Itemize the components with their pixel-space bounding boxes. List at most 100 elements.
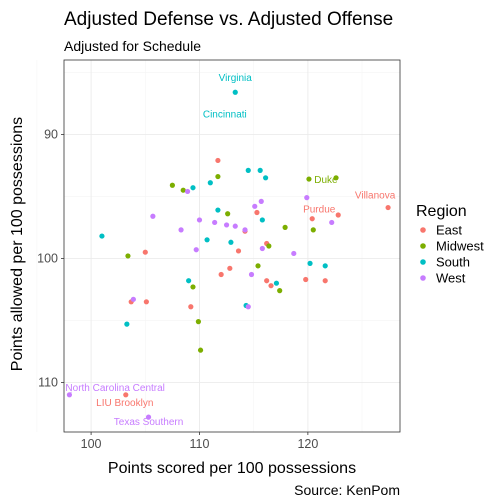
annotation-label: Duke	[314, 175, 338, 186]
legend-key-east	[420, 227, 426, 233]
data-point-west	[150, 213, 156, 219]
data-point-south	[186, 278, 192, 284]
data-point-west	[252, 203, 258, 209]
data-point-midwest	[197, 347, 204, 353]
data-point-east	[309, 216, 315, 222]
axis-ticks: 100 110 120 90 100 110	[37, 127, 318, 451]
data-point-east	[235, 248, 242, 254]
chart-title: Adjusted Defense vs. Adjusted Offense	[64, 9, 393, 30]
data-point-midwest	[180, 187, 186, 193]
data-point-south	[259, 217, 265, 223]
annotation-label: Virginia	[219, 73, 253, 84]
data-point-midwest	[333, 175, 339, 181]
legend-key-south	[420, 259, 426, 265]
data-point-west	[193, 247, 199, 253]
chart-caption: Source: KenPom	[294, 482, 400, 498]
data-point-south	[232, 89, 238, 95]
x-axis-title: Points scored per 100 possessions	[108, 460, 356, 477]
legend-label-south: South	[436, 255, 470, 270]
x-tick-label: 120	[297, 437, 318, 451]
data-point-west	[196, 217, 203, 223]
data-point-south	[207, 180, 213, 186]
annotation-label: LIU Brooklyn	[96, 398, 153, 409]
data-point-west	[232, 223, 238, 229]
data-point-east	[218, 271, 224, 278]
data-point-south	[124, 321, 130, 327]
data-point-west	[245, 304, 251, 310]
data-point-south	[190, 185, 196, 191]
legend-title: Region	[416, 203, 467, 220]
data-point-east	[143, 299, 149, 305]
annotation-label: Cincinnati	[203, 110, 247, 121]
data-point-south	[307, 260, 313, 266]
panel-border	[63, 59, 401, 433]
data-point-west	[178, 227, 184, 233]
legend-key-west	[420, 275, 426, 281]
annotation-leader	[69, 391, 72, 396]
y-tick-label: 90	[44, 127, 58, 141]
annotation-label: Texas Southern	[114, 417, 184, 428]
data-point-west	[242, 227, 248, 233]
panel-background	[64, 60, 400, 432]
data-point-midwest	[215, 173, 221, 180]
x-tick-label: 100	[81, 437, 102, 451]
data-point-west	[184, 188, 191, 195]
data-point-east	[227, 265, 233, 271]
data-point-west	[258, 198, 264, 204]
data-point-south	[245, 167, 251, 173]
legend-label-east: East	[436, 223, 462, 238]
data-point-west	[212, 219, 218, 226]
data-point-midwest	[277, 288, 283, 294]
x-tick-label: 110	[190, 437, 210, 451]
data-point-west	[145, 414, 152, 420]
data-point-midwest	[195, 319, 201, 325]
data-point-south	[215, 207, 221, 213]
data-point-south	[322, 263, 328, 269]
data-point-midwest	[306, 176, 312, 182]
data-point-south	[228, 239, 234, 245]
chart-subtitle: Adjusted for Schedule	[64, 38, 201, 54]
data-point-south	[204, 237, 210, 243]
annotation-label: North Carolina Central	[65, 383, 165, 394]
data-point-midwest	[125, 253, 131, 259]
data-point-west	[304, 195, 310, 201]
y-axis-title: Points allowed per 100 possessions	[9, 117, 26, 371]
data-point-west	[248, 271, 255, 278]
data-point-east	[254, 209, 260, 216]
annotation-label: Purdue	[303, 205, 336, 216]
data-point-midwest	[190, 284, 196, 290]
plot-panel	[36, 59, 401, 433]
data-point-midwest	[266, 243, 272, 249]
legend-key-midwest	[420, 243, 426, 249]
data-point-east	[142, 249, 148, 255]
data-point-midwest	[282, 224, 288, 230]
data-point-midwest	[310, 227, 316, 233]
data-points	[66, 89, 391, 420]
data-point-east	[303, 276, 309, 283]
data-point-west	[130, 296, 136, 302]
data-point-south	[99, 233, 105, 239]
data-point-west	[329, 219, 335, 226]
data-point-south	[263, 175, 269, 181]
data-point-east	[335, 212, 341, 218]
data-point-west	[259, 245, 265, 252]
data-point-south	[273, 280, 280, 286]
legend-label-west: West	[436, 271, 466, 286]
data-point-east	[188, 304, 194, 310]
data-point-east	[268, 283, 274, 289]
data-point-midwest	[225, 211, 231, 217]
data-point-south	[257, 167, 263, 173]
data-point-east	[123, 392, 129, 398]
data-point-west	[223, 222, 230, 228]
y-tick-label: 110	[38, 375, 58, 389]
data-point-east	[215, 157, 221, 164]
legend-label-midwest: Midwest	[436, 239, 484, 254]
annotation-label: Villanova	[355, 191, 396, 202]
y-tick-label: 100	[37, 251, 58, 265]
data-point-midwest	[169, 182, 175, 188]
point-annotations: Virginia Cincinnati Duke Villanova Purdue Nor…	[65, 73, 395, 428]
data-point-east	[264, 278, 270, 284]
data-point-west	[291, 250, 297, 257]
